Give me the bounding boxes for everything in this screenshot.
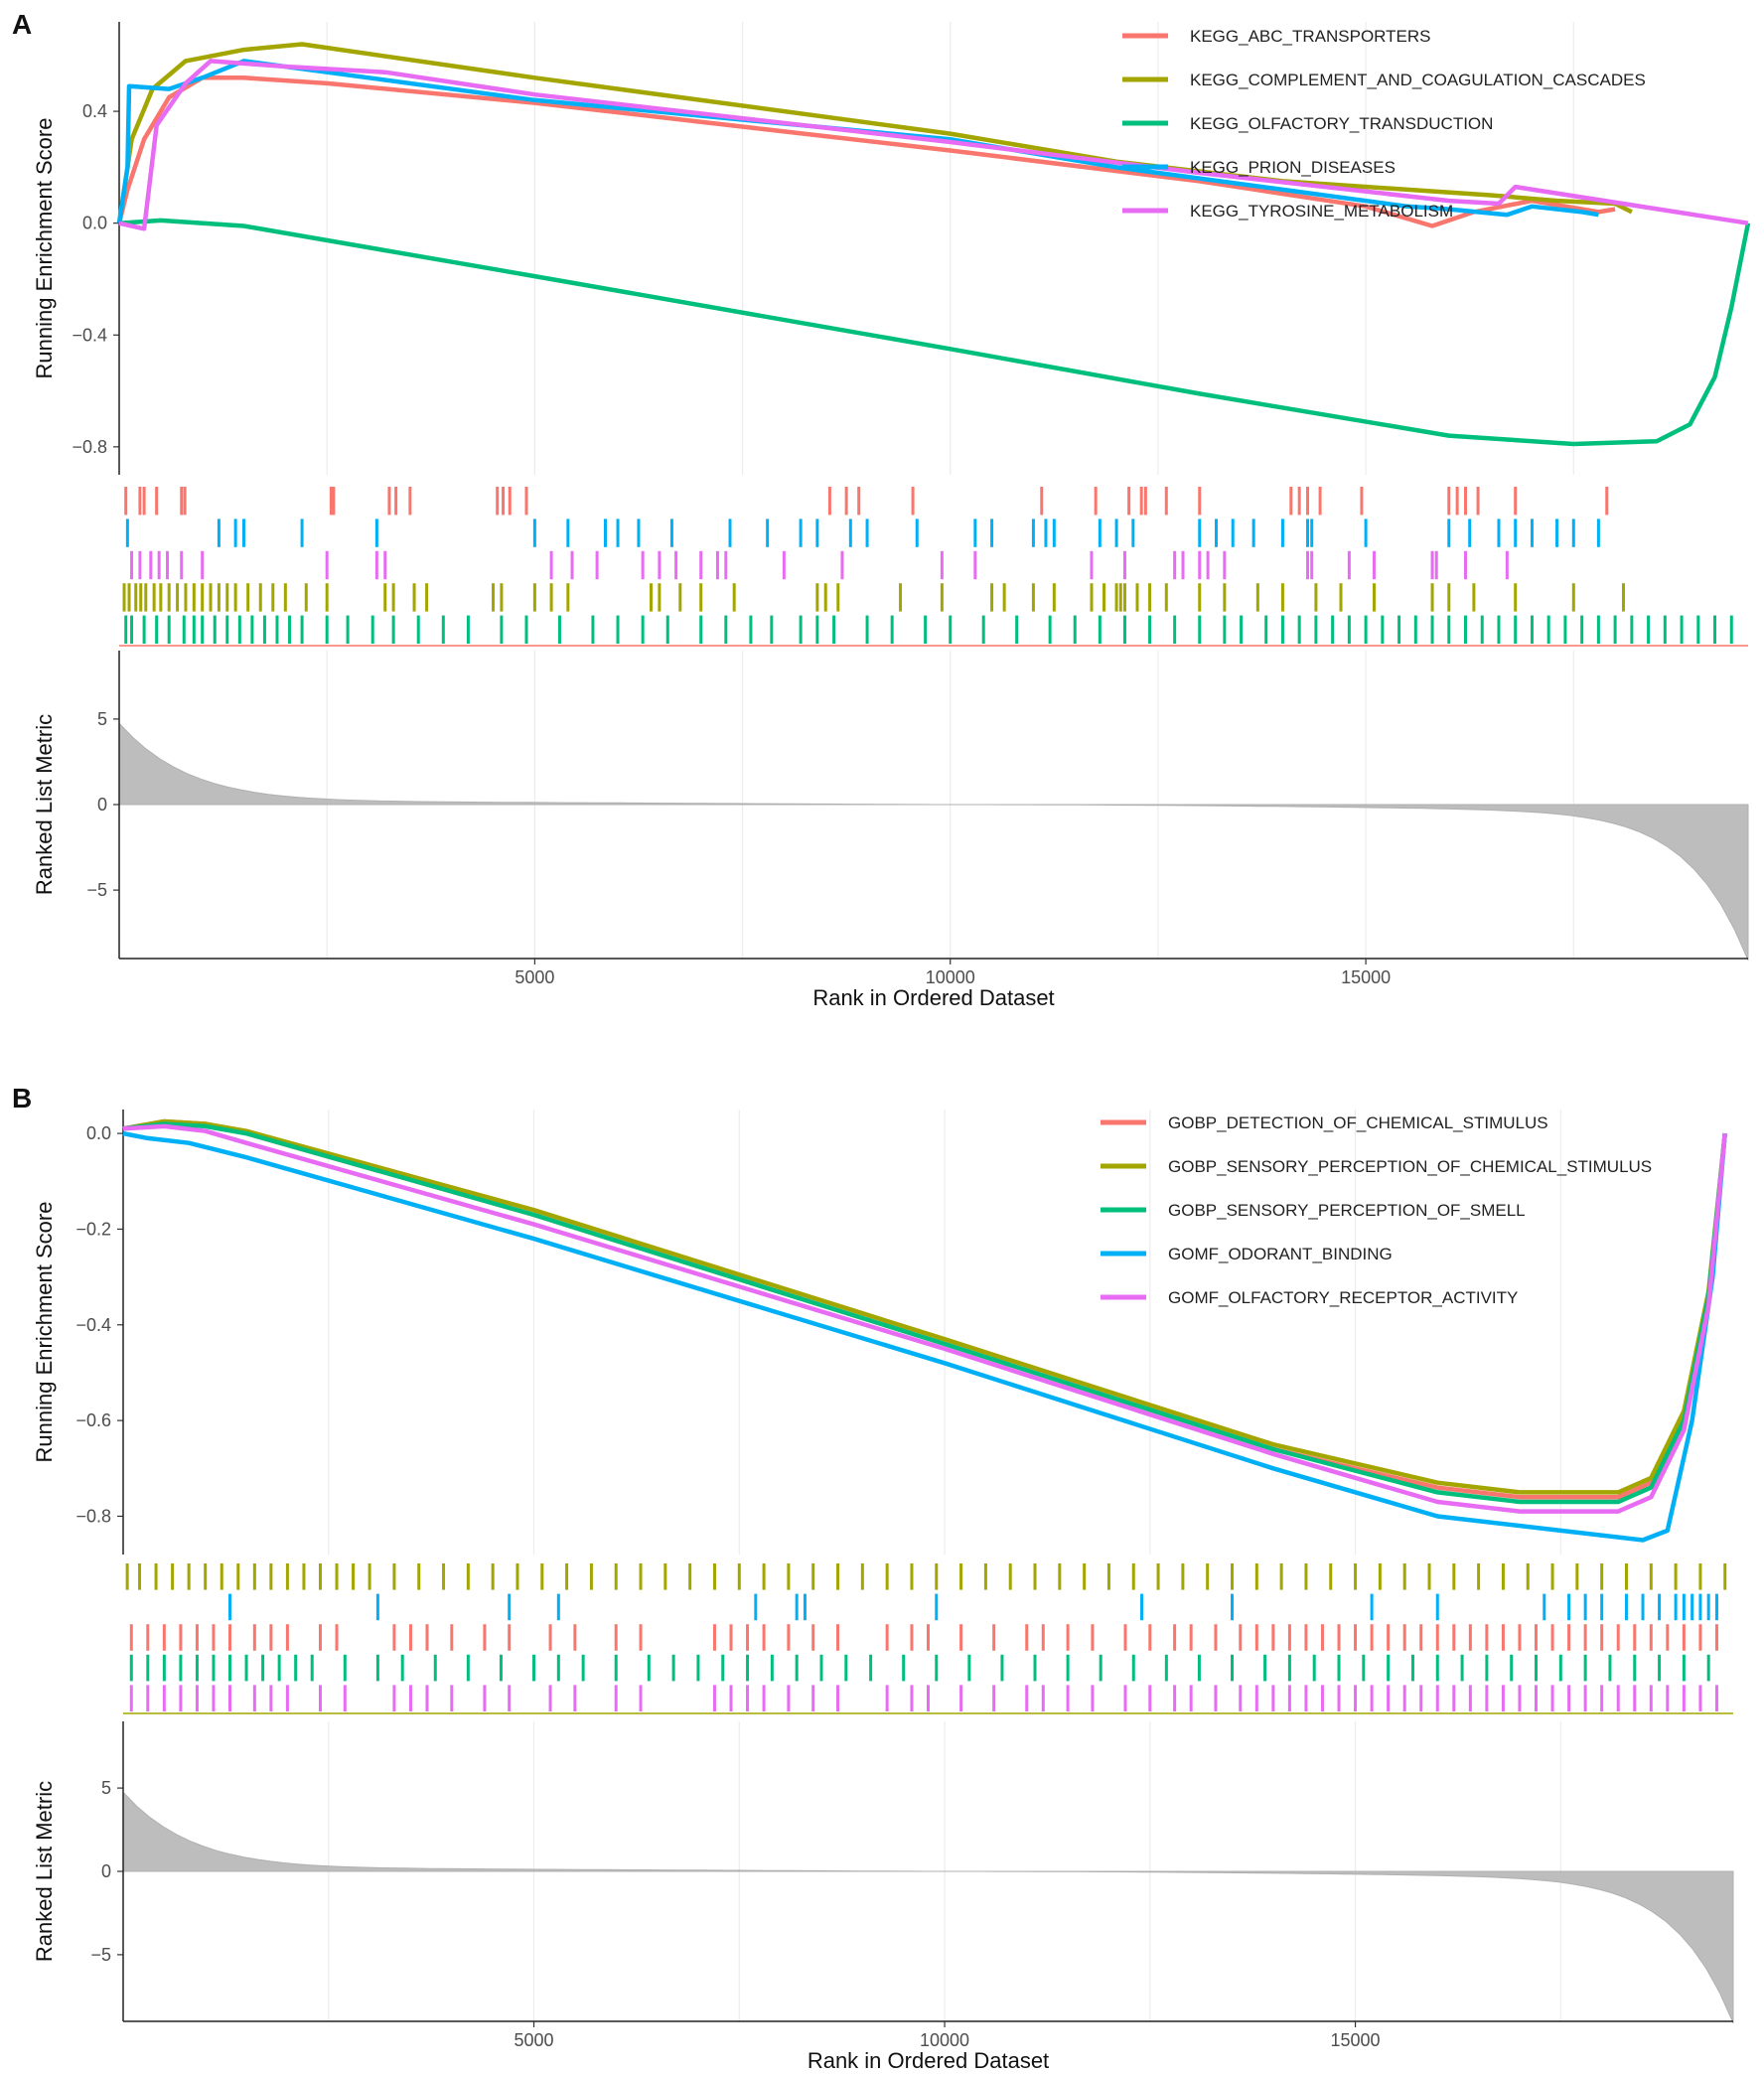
legend-label: KEGG_PRION_DISEASES: [1190, 158, 1396, 177]
es-line-3: [118, 218, 1751, 447]
legend-label: GOBP_DETECTION_OF_CHEMICAL_STIMULUS: [1168, 1113, 1548, 1132]
es-line-3: [122, 1121, 1727, 1505]
metric-tick-label: 5: [101, 1778, 111, 1798]
legend-label: GOMF_ODORANT_BINDING: [1168, 1245, 1393, 1263]
x-tick-label: 15000: [1331, 2030, 1381, 2050]
legend-label: GOBP_SENSORY_PERCEPTION_OF_CHEMICAL_STIM…: [1168, 1157, 1652, 1176]
y-tick-label: −0.4: [75, 1315, 111, 1335]
y-tick-label: −0.6: [75, 1410, 111, 1430]
y-tick-label: 0.4: [82, 101, 107, 121]
es-line-4: [122, 1130, 1727, 1543]
legend-label: GOBP_SENSORY_PERCEPTION_OF_SMELL: [1168, 1201, 1526, 1220]
metric-axis-title: Ranked List Metric: [32, 714, 57, 895]
es-line-5: [118, 59, 1749, 231]
legend-label: KEGG_TYROSINE_METABOLISM: [1190, 202, 1453, 221]
metric-tick-label: 0: [97, 795, 107, 815]
y-tick-label: −0.4: [72, 325, 107, 345]
y-tick-label: −0.8: [72, 437, 107, 457]
y-tick-label: 0.0: [82, 214, 107, 233]
legend-label: GOMF_OLFACTORY_RECEPTOR_ACTIVITY: [1168, 1288, 1518, 1307]
panel-label: B: [12, 1083, 32, 1113]
y-axis-title: Running Enrichment Score: [32, 1202, 57, 1463]
metric-tick-label: 0: [101, 1861, 111, 1881]
metric-axis-title: Ranked List Metric: [32, 1781, 57, 1962]
ranked-metric-area: [118, 721, 1749, 961]
y-tick-label: −0.2: [75, 1219, 111, 1239]
y-tick-label: 0.0: [86, 1123, 111, 1143]
x-tick-label: 10000: [920, 2030, 969, 2050]
panel-b: B −0.8 −0.6 −0.4 −0.2 0.0 Running Enrichment S…: [12, 1083, 1734, 2073]
panel-a: A −0.8 −0.4 0.0 0.4 Running Enrichment Score −…: [12, 9, 1751, 1010]
x-tick-label: 5000: [514, 967, 554, 987]
es-line-5: [122, 1123, 1727, 1514]
x-tick-label: 5000: [514, 2030, 553, 2050]
legend-label: KEGG_OLFACTORY_TRANSDUCTION: [1190, 114, 1493, 133]
ranked-metric-area: [122, 1791, 1734, 2023]
legend-label: KEGG_COMPLEMENT_AND_COAGULATION_CASCADES: [1190, 71, 1646, 89]
y-tick-label: −0.8: [75, 1506, 111, 1526]
es-line-2: [116, 42, 1633, 224]
panel-label: A: [12, 9, 32, 40]
x-axis-title: Rank in Ordered Dataset: [808, 2048, 1049, 2073]
es-line-2: [122, 1118, 1727, 1495]
x-tick-label: 15000: [1341, 967, 1391, 987]
x-tick-label: 10000: [926, 967, 975, 987]
metric-tick-label: −5: [86, 880, 107, 900]
y-axis-title: Running Enrichment Score: [32, 118, 57, 379]
legend-label: KEGG_ABC_TRANSPORTERS: [1190, 27, 1430, 46]
es-line-1: [116, 75, 1616, 228]
metric-tick-label: 5: [97, 709, 107, 729]
x-axis-title: Rank in Ordered Dataset: [812, 985, 1054, 1010]
metric-tick-label: −5: [90, 1945, 111, 1965]
es-line-4: [116, 59, 1599, 224]
